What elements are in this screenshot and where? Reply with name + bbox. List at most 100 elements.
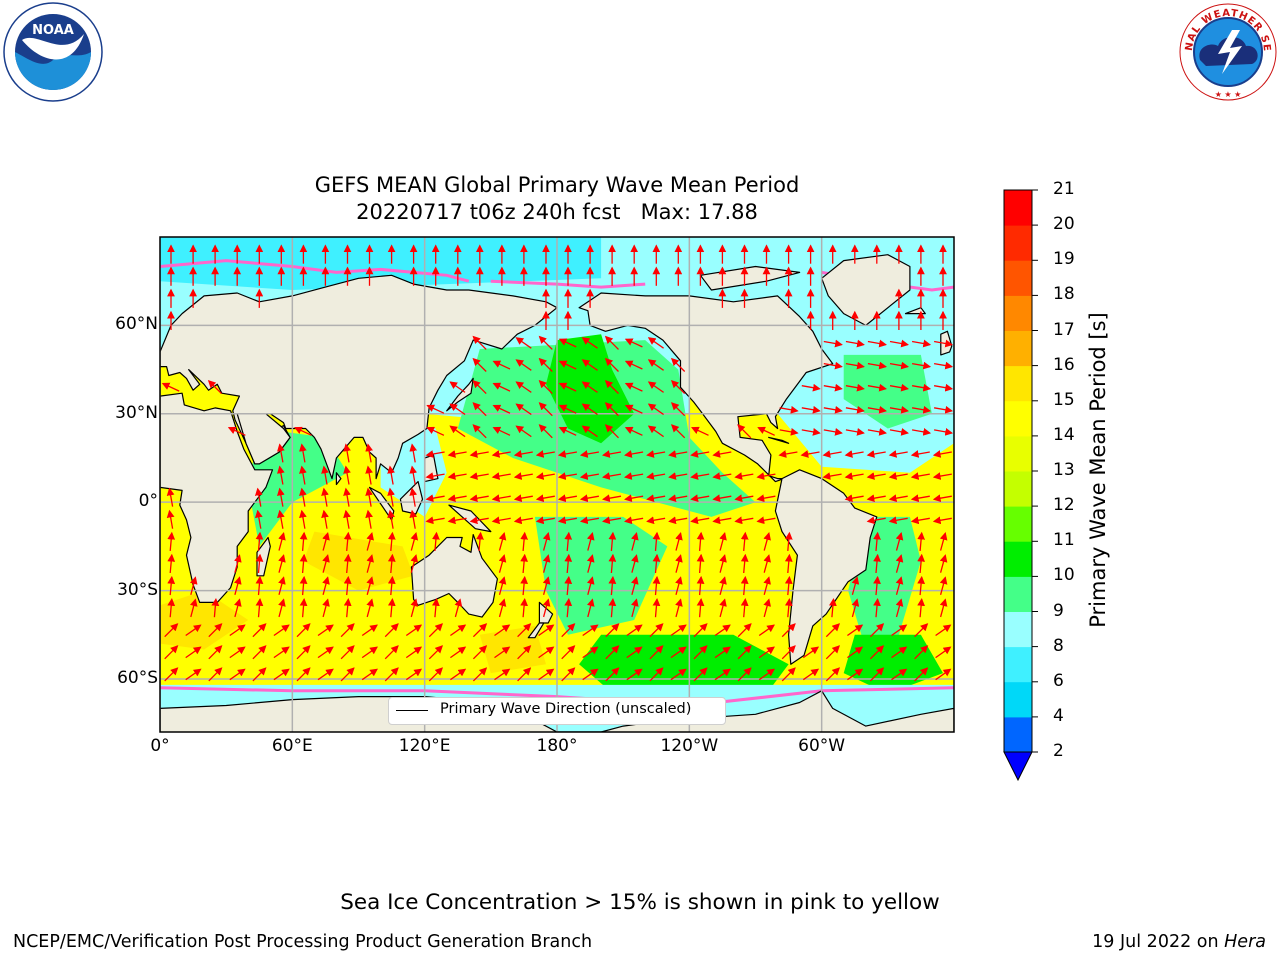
direction-arrow <box>426 404 445 414</box>
direction-arrow <box>299 575 308 596</box>
land-cuba <box>768 436 790 444</box>
direction-arrow <box>740 575 749 596</box>
direction-arrow <box>647 359 664 371</box>
direction-arrow <box>933 405 954 414</box>
direction-arrow <box>844 450 864 458</box>
direction-arrow <box>426 426 445 436</box>
direction-arrow <box>494 668 511 681</box>
direction-arrow <box>538 624 555 637</box>
nws-logo: NATIONAL WEATHER SERVICE ★ ★ ★ <box>1178 2 1277 101</box>
direction-arrow <box>447 472 467 480</box>
direction-arrow <box>582 624 599 637</box>
lat-tick-label: 30°N <box>115 402 158 423</box>
land-japan <box>446 377 474 412</box>
direction-arrow <box>365 465 373 485</box>
direction-arrow <box>428 623 444 638</box>
direction-arrow <box>513 516 533 525</box>
direction-arrow <box>847 624 864 637</box>
direction-arrow <box>520 531 529 551</box>
field-region <box>160 590 249 650</box>
direction-arrow <box>491 450 511 458</box>
direction-arrow <box>719 576 727 595</box>
land-nz-south <box>527 622 545 639</box>
direction-arrow <box>647 337 664 349</box>
direction-arrow <box>646 472 666 480</box>
colorbar-segment <box>1004 400 1032 437</box>
direction-arrow <box>626 646 643 659</box>
direction-arrow <box>296 645 311 660</box>
direction-arrow <box>278 532 286 551</box>
direction-arrow <box>409 487 418 507</box>
direction-arrow <box>491 472 511 480</box>
direction-arrow <box>538 646 555 659</box>
lon-tick-label: 60°W <box>798 736 846 756</box>
direction-arrow <box>889 361 909 370</box>
direction-arrow <box>365 509 373 529</box>
direction-arrow <box>756 494 776 503</box>
direction-arrow <box>914 623 929 638</box>
direction-arrow <box>757 426 775 436</box>
direction-arrow <box>714 624 731 637</box>
svg-text:★ ★ ★: ★ ★ ★ <box>1215 90 1242 99</box>
direction-arrow <box>626 668 643 681</box>
direction-arrow <box>538 335 553 350</box>
direction-arrow <box>409 443 418 463</box>
direction-arrow <box>410 532 419 551</box>
direction-arrow <box>668 516 688 525</box>
direction-arrow <box>211 598 220 618</box>
direction-arrow <box>608 553 617 574</box>
direction-arrow <box>515 359 532 371</box>
direction-arrow <box>520 575 529 596</box>
direction-arrow <box>472 424 487 439</box>
direction-arrow <box>432 531 440 551</box>
direction-arrow <box>513 494 533 503</box>
direction-arrow <box>935 668 952 681</box>
colorbar-tick-label: 4 <box>1053 705 1064 726</box>
colorbar-tick-label: 8 <box>1053 635 1064 656</box>
direction-arrow <box>296 623 311 638</box>
direction-arrow <box>604 402 619 417</box>
direction-arrow <box>652 598 661 618</box>
direction-arrow <box>624 450 644 458</box>
direction-arrow <box>867 405 887 414</box>
direction-arrow <box>557 450 578 458</box>
direction-arrow <box>384 645 399 660</box>
colorbar-tick-label: 2 <box>1053 741 1064 761</box>
direction-arrow <box>343 465 351 485</box>
colorbar-tick-label: 13 <box>1053 460 1075 480</box>
direction-arrow <box>166 487 175 507</box>
direction-arrow <box>802 668 820 681</box>
direction-arrow <box>758 646 775 659</box>
direction-arrow <box>670 424 686 439</box>
direction-arrow <box>579 516 600 525</box>
colorbar <box>1003 189 1038 782</box>
land-north-america <box>578 292 834 483</box>
direction-arrow <box>340 667 355 682</box>
direction-arrow <box>317 624 334 637</box>
direction-arrow <box>296 667 311 682</box>
direction-arrow <box>447 450 467 458</box>
direction-arrow <box>387 509 395 529</box>
direction-arrow <box>910 472 930 480</box>
direction-arrow <box>161 382 180 392</box>
direction-arrow <box>273 668 290 681</box>
direction-arrow <box>343 487 351 507</box>
direction-arrow <box>167 553 176 574</box>
direction-arrow <box>670 379 686 395</box>
direction-arrow <box>605 623 620 638</box>
direction-arrow <box>387 531 396 551</box>
direction-arrow <box>299 509 307 529</box>
direction-arrow <box>586 576 595 595</box>
direction-arrow <box>822 450 842 458</box>
direction-arrow <box>781 667 796 682</box>
direction-arrow <box>229 624 246 637</box>
direction-arrow <box>273 646 290 659</box>
colorbar-segment <box>1004 295 1032 331</box>
direction-arrow <box>449 381 466 393</box>
direction-arrow <box>322 532 330 551</box>
lat-tick-label: 0° <box>138 491 158 512</box>
direction-arrow <box>405 646 423 659</box>
direction-arrow <box>652 531 661 551</box>
direction-arrow <box>277 465 285 485</box>
direction-arrow <box>535 472 555 480</box>
